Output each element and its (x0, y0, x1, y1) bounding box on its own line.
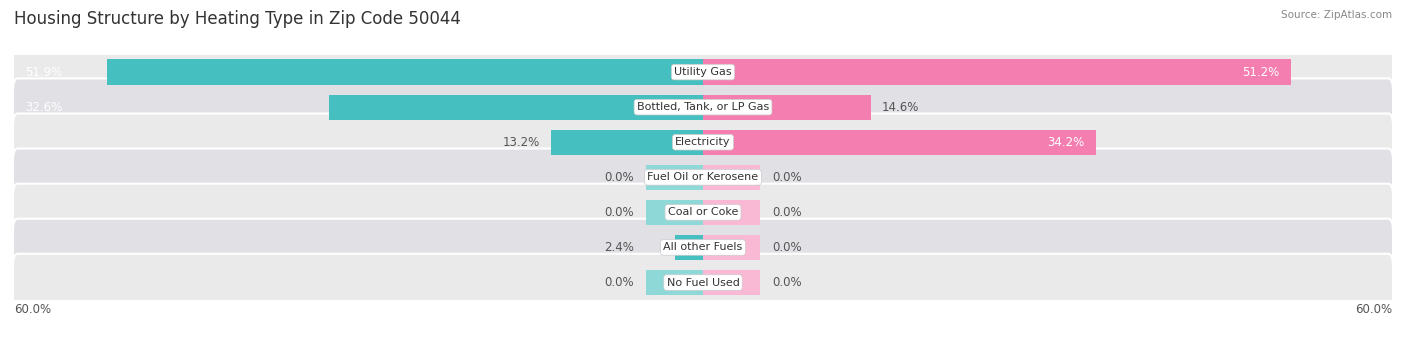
Bar (675, 235, 703, 260)
FancyBboxPatch shape (13, 114, 1393, 171)
FancyBboxPatch shape (13, 184, 1393, 241)
Text: 0.0%: 0.0% (772, 276, 801, 289)
Text: 13.2%: 13.2% (503, 136, 540, 149)
Bar (703, 94, 870, 120)
Text: 2.4%: 2.4% (605, 241, 634, 254)
Text: All other Fuels: All other Fuels (664, 242, 742, 252)
Bar (703, 200, 761, 225)
Text: 14.6%: 14.6% (882, 101, 920, 114)
Text: 32.6%: 32.6% (25, 101, 63, 114)
Text: Source: ZipAtlas.com: Source: ZipAtlas.com (1281, 10, 1392, 20)
FancyBboxPatch shape (13, 219, 1393, 276)
Bar (703, 165, 761, 190)
Bar (645, 270, 703, 295)
Text: 60.0%: 60.0% (14, 303, 51, 316)
Text: Utility Gas: Utility Gas (675, 67, 731, 77)
Text: 51.2%: 51.2% (1241, 65, 1279, 78)
Text: Electricity: Electricity (675, 137, 731, 147)
Text: 0.0%: 0.0% (772, 171, 801, 184)
Legend: Owner-occupied, Renter-occupied: Owner-occupied, Renter-occupied (576, 340, 830, 341)
FancyBboxPatch shape (13, 254, 1393, 311)
Text: Bottled, Tank, or LP Gas: Bottled, Tank, or LP Gas (637, 102, 769, 112)
Bar (645, 165, 703, 190)
Text: 34.2%: 34.2% (1047, 136, 1084, 149)
Bar (703, 270, 761, 295)
Text: 51.9%: 51.9% (25, 65, 63, 78)
Bar (329, 94, 703, 120)
Text: Coal or Coke: Coal or Coke (668, 207, 738, 218)
Text: 0.0%: 0.0% (605, 276, 634, 289)
Text: 0.0%: 0.0% (605, 206, 634, 219)
Text: 0.0%: 0.0% (605, 171, 634, 184)
Bar (703, 235, 761, 260)
Text: No Fuel Used: No Fuel Used (666, 278, 740, 287)
Text: 60.0%: 60.0% (1355, 303, 1392, 316)
Text: 0.0%: 0.0% (772, 241, 801, 254)
Bar (551, 130, 703, 155)
Bar (703, 59, 1291, 85)
FancyBboxPatch shape (13, 43, 1393, 101)
Text: 0.0%: 0.0% (772, 206, 801, 219)
Bar (645, 200, 703, 225)
FancyBboxPatch shape (13, 78, 1393, 136)
Bar (107, 59, 703, 85)
FancyBboxPatch shape (13, 149, 1393, 206)
Text: Housing Structure by Heating Type in Zip Code 50044: Housing Structure by Heating Type in Zip… (14, 10, 461, 28)
Text: Fuel Oil or Kerosene: Fuel Oil or Kerosene (647, 172, 759, 182)
Bar (703, 130, 1095, 155)
